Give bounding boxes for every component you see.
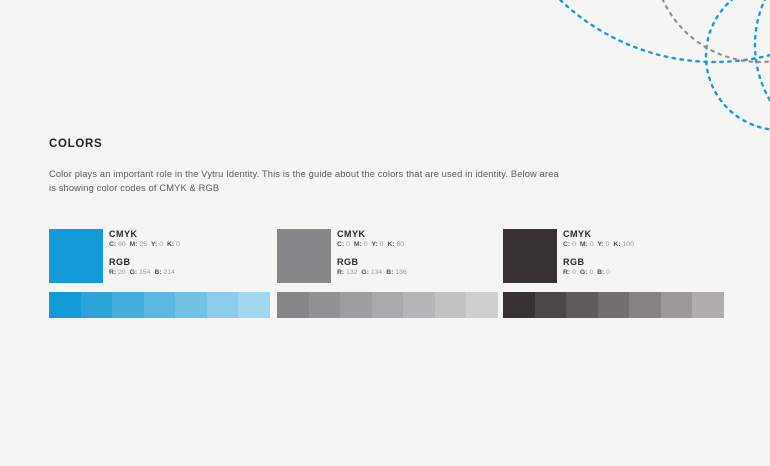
tint-strip-blue: [49, 292, 271, 318]
rgb-title: RGB: [337, 257, 359, 267]
cmyk-y-value: 0: [159, 241, 163, 248]
rgb-b-value: 214: [163, 269, 175, 276]
swatch-info-black: CMYK C: 0 M: 0 Y: 0 K: 100 RGB R: 0 G: 0 B: 0: [563, 229, 638, 285]
swatch-info-blue: CMYK C: 80 M: 25 Y: 0 K: 0 RGB R: 20 G: 154 B…: [109, 229, 184, 285]
cmyk-m-value: 0: [589, 241, 594, 248]
rgb-r-value: 132: [346, 269, 358, 276]
cmyk-m-label: M:: [353, 241, 362, 248]
tint-strip-black: [503, 292, 725, 318]
tint-step: [403, 292, 435, 318]
cmyk-title: CMYK: [109, 229, 138, 239]
rgb-r-label: R:: [109, 269, 117, 276]
rgb-r-label: R:: [563, 269, 571, 276]
tint-step: [692, 292, 725, 318]
cmyk-m-value: 25: [139, 241, 148, 248]
cmyk-k-label: K:: [387, 241, 395, 248]
rgb-b-value: 0: [606, 269, 610, 276]
swatch-info-gray: CMYK C: 0 M: 0 Y: 0 K: 60 RGB R: 132 G: 134 B…: [337, 229, 411, 285]
tint-step: [49, 292, 81, 318]
tint-step: [503, 292, 535, 318]
color-swatch-gray: [277, 229, 331, 283]
cmyk-values: C: 0 M: 0 Y: 0 K: 60: [337, 241, 411, 249]
swatch-column-black: CMYK C: 0 M: 0 Y: 0 K: 100 RGB R: 0 G: 0 B: 0: [503, 229, 725, 319]
tint-step: [80, 292, 113, 318]
color-swatch-black: [503, 229, 557, 283]
rgb-values: R: 0 G: 0 B: 0: [563, 269, 638, 277]
rgb-r-value: 0: [572, 269, 576, 276]
rgb-g-value: 154: [139, 269, 151, 276]
tint-step: [660, 292, 693, 318]
rgb-values: R: 20 G: 154 B: 214: [109, 269, 184, 277]
rgb-title: RGB: [563, 257, 585, 267]
cmyk-k-value: 0: [176, 241, 180, 248]
cmyk-c-label: C:: [109, 241, 117, 248]
rgb-b-value: 136: [395, 269, 407, 276]
tint-step: [340, 292, 372, 318]
tint-step: [206, 292, 239, 318]
rgb-b-label: B:: [597, 269, 605, 276]
cmyk-y-label: Y:: [597, 241, 604, 248]
cmyk-k-value: 100: [622, 241, 634, 248]
cmyk-c-value: 80: [118, 241, 126, 248]
tint-step: [112, 292, 144, 318]
rgb-title: RGB: [109, 257, 131, 267]
tint-step: [597, 292, 630, 318]
cmyk-y-label: Y:: [151, 241, 158, 248]
cmyk-y-value: 0: [605, 241, 610, 248]
tint-step: [308, 292, 341, 318]
tint-step: [434, 292, 467, 318]
swatch-column-gray: CMYK C: 0 M: 0 Y: 0 K: 60 RGB R: 132 G: 134 B…: [277, 229, 499, 319]
tint-step: [143, 292, 176, 318]
tint-step: [466, 292, 499, 318]
cmyk-title: CMYK: [563, 229, 592, 239]
tint-step: [371, 292, 404, 318]
rgb-g-label: G:: [129, 269, 138, 276]
tint-step: [566, 292, 598, 318]
dashed-circle-mid-blue: [704, 0, 770, 131]
dashed-circle-gray: [661, 0, 770, 64]
cmyk-y-label: Y:: [371, 241, 378, 248]
tint-strip-gray: [277, 292, 499, 318]
color-swatch-blue: [49, 229, 103, 283]
rgb-r-value: 20: [118, 269, 126, 276]
dashed-circle-right-blue: [753, 0, 770, 103]
cmyk-k-value: 60: [396, 241, 405, 248]
cmyk-c-value: 0: [346, 241, 350, 248]
cmyk-title: CMYK: [337, 229, 366, 239]
swatch-column-blue: CMYK C: 80 M: 25 Y: 0 K: 0 RGB R: 20 G: 154 B…: [49, 229, 271, 319]
page-description-line1: Color plays an important role in the Vyt…: [49, 169, 559, 179]
tint-step: [238, 292, 271, 318]
cmyk-c-label: C:: [337, 241, 345, 248]
rgb-g-label: G:: [361, 269, 369, 276]
tint-step: [175, 292, 207, 318]
rgb-values: R: 132 G: 134 B: 136: [337, 269, 411, 277]
cmyk-k-label: K:: [613, 241, 621, 248]
page-title: COLORS: [49, 138, 103, 150]
tint-step: [534, 292, 567, 318]
cmyk-k-label: K:: [167, 241, 175, 248]
cmyk-c-value: 0: [572, 241, 576, 248]
rgb-b-label: B:: [154, 269, 162, 276]
cmyk-m-value: 0: [363, 241, 368, 248]
rgb-g-label: G:: [579, 269, 588, 276]
rgb-g-value: 0: [589, 269, 594, 276]
rgb-g-value: 134: [370, 269, 383, 276]
page-description-line2: is showing color codes of CMYK & RGB: [49, 183, 220, 193]
cmyk-m-label: M:: [579, 241, 588, 248]
cmyk-m-label: M:: [129, 241, 138, 248]
cmyk-y-value: 0: [379, 241, 384, 248]
rgb-r-label: R:: [337, 269, 345, 276]
cmyk-values: C: 80 M: 25 Y: 0 K: 0: [109, 241, 184, 249]
page-description: Color plays an important role in the Vyt…: [49, 167, 559, 195]
cmyk-values: C: 0 M: 0 Y: 0 K: 100: [563, 241, 638, 249]
tint-step: [629, 292, 661, 318]
dashed-circle-large-blue: [558, 0, 770, 64]
rgb-b-label: B:: [386, 269, 394, 276]
tint-step: [277, 292, 309, 318]
cmyk-c-label: C:: [563, 241, 571, 248]
